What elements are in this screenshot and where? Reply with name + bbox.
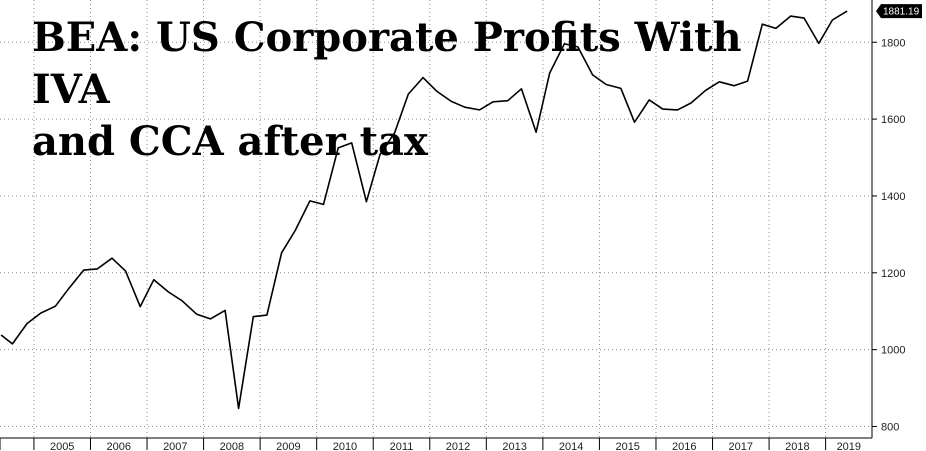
y-tick-label: 1800 — [881, 37, 905, 49]
x-tick-label: 2012 — [446, 441, 470, 451]
chart-title-line-1: BEA: US Corporate Profits With IVA — [32, 14, 742, 113]
x-tick-label: 2014 — [559, 441, 583, 451]
x-tick-label: 2015 — [615, 441, 639, 451]
y-tick-label: 1600 — [881, 114, 905, 126]
y-tick-label: 1000 — [881, 345, 905, 357]
gridlines — [0, 0, 872, 438]
x-tick-label: 2006 — [107, 441, 131, 451]
series-line — [0, 10, 848, 410]
y-tick-label: 1400 — [881, 191, 905, 203]
x-tick-label: 2005 — [50, 441, 74, 451]
last-value-badge: 1881.19 — [876, 4, 922, 19]
x-tick-label: 2009 — [276, 441, 300, 451]
y-axis-ticks: 800 1000 1200 1400 1600 1800 — [872, 37, 905, 433]
series — [0, 10, 848, 410]
x-tick-label: 2017 — [729, 441, 753, 451]
y-tick-label: 1200 — [881, 268, 905, 280]
last-value-label: 1881.19 — [883, 7, 920, 18]
y-tick-label: 800 — [881, 421, 899, 433]
chart-title-line-2: and CCA after tax — [32, 118, 428, 165]
axes — [0, 0, 873, 439]
x-tick-label: 2016 — [672, 441, 696, 451]
x-tick-label: 2007 — [163, 441, 187, 451]
x-axis-ticks: 2005 2006 2007 2008 2009 2010 2011 2012 2013 2014… — [0, 438, 861, 451]
x-tick-label: 2019 — [837, 441, 861, 451]
x-tick-label: 2018 — [785, 441, 809, 451]
x-tick-label: 2010 — [333, 441, 357, 451]
last-value-badge-bg — [876, 4, 922, 19]
x-tick-label: 2008 — [220, 441, 244, 451]
x-tick-label: 2013 — [502, 441, 526, 451]
x-tick-label: 2011 — [390, 441, 414, 451]
chart-title: BEA: US Corporate Profits With IVA and C… — [32, 12, 772, 168]
